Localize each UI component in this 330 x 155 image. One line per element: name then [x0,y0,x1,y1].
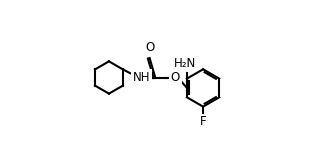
Text: NH: NH [133,71,150,84]
Text: F: F [200,115,207,128]
Text: H₂N: H₂N [174,57,197,70]
Text: O: O [171,71,180,84]
Text: O: O [145,41,154,54]
